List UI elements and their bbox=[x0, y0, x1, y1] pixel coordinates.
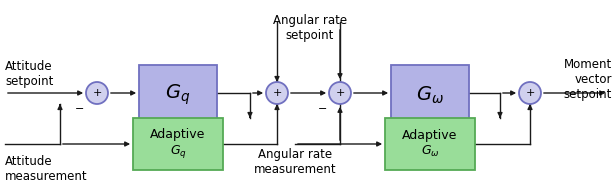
Text: $+$: $+$ bbox=[525, 87, 535, 99]
FancyBboxPatch shape bbox=[139, 65, 217, 125]
Text: Adaptive
$G_\omega$: Adaptive $G_\omega$ bbox=[402, 129, 458, 159]
Circle shape bbox=[86, 82, 108, 104]
Text: $G_q$: $G_q$ bbox=[165, 83, 190, 107]
Text: $-$: $-$ bbox=[317, 102, 327, 112]
Text: Angular rate
setpoint: Angular rate setpoint bbox=[273, 14, 347, 42]
Text: Attitude
setpoint: Attitude setpoint bbox=[5, 60, 54, 88]
Circle shape bbox=[519, 82, 541, 104]
Text: Attitude
measurement: Attitude measurement bbox=[5, 155, 87, 183]
FancyBboxPatch shape bbox=[391, 65, 469, 125]
Circle shape bbox=[266, 82, 288, 104]
Text: $G_\omega$: $G_\omega$ bbox=[416, 84, 444, 106]
Circle shape bbox=[329, 82, 351, 104]
Text: Moment
vector
setpoint: Moment vector setpoint bbox=[564, 58, 612, 101]
FancyBboxPatch shape bbox=[385, 118, 475, 170]
Text: $+$: $+$ bbox=[92, 87, 102, 99]
Text: $-$: $-$ bbox=[74, 102, 84, 112]
Text: $+$: $+$ bbox=[335, 87, 345, 99]
Text: Angular rate
measurement: Angular rate measurement bbox=[254, 148, 336, 176]
Text: $+$: $+$ bbox=[272, 87, 282, 99]
FancyBboxPatch shape bbox=[133, 118, 223, 170]
Text: Adaptive
$G_q$: Adaptive $G_q$ bbox=[150, 128, 206, 160]
